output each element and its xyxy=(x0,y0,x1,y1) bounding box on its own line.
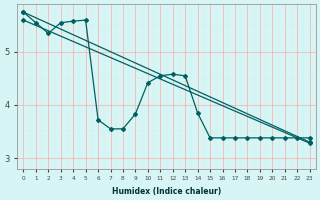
X-axis label: Humidex (Indice chaleur): Humidex (Indice chaleur) xyxy=(112,187,221,196)
